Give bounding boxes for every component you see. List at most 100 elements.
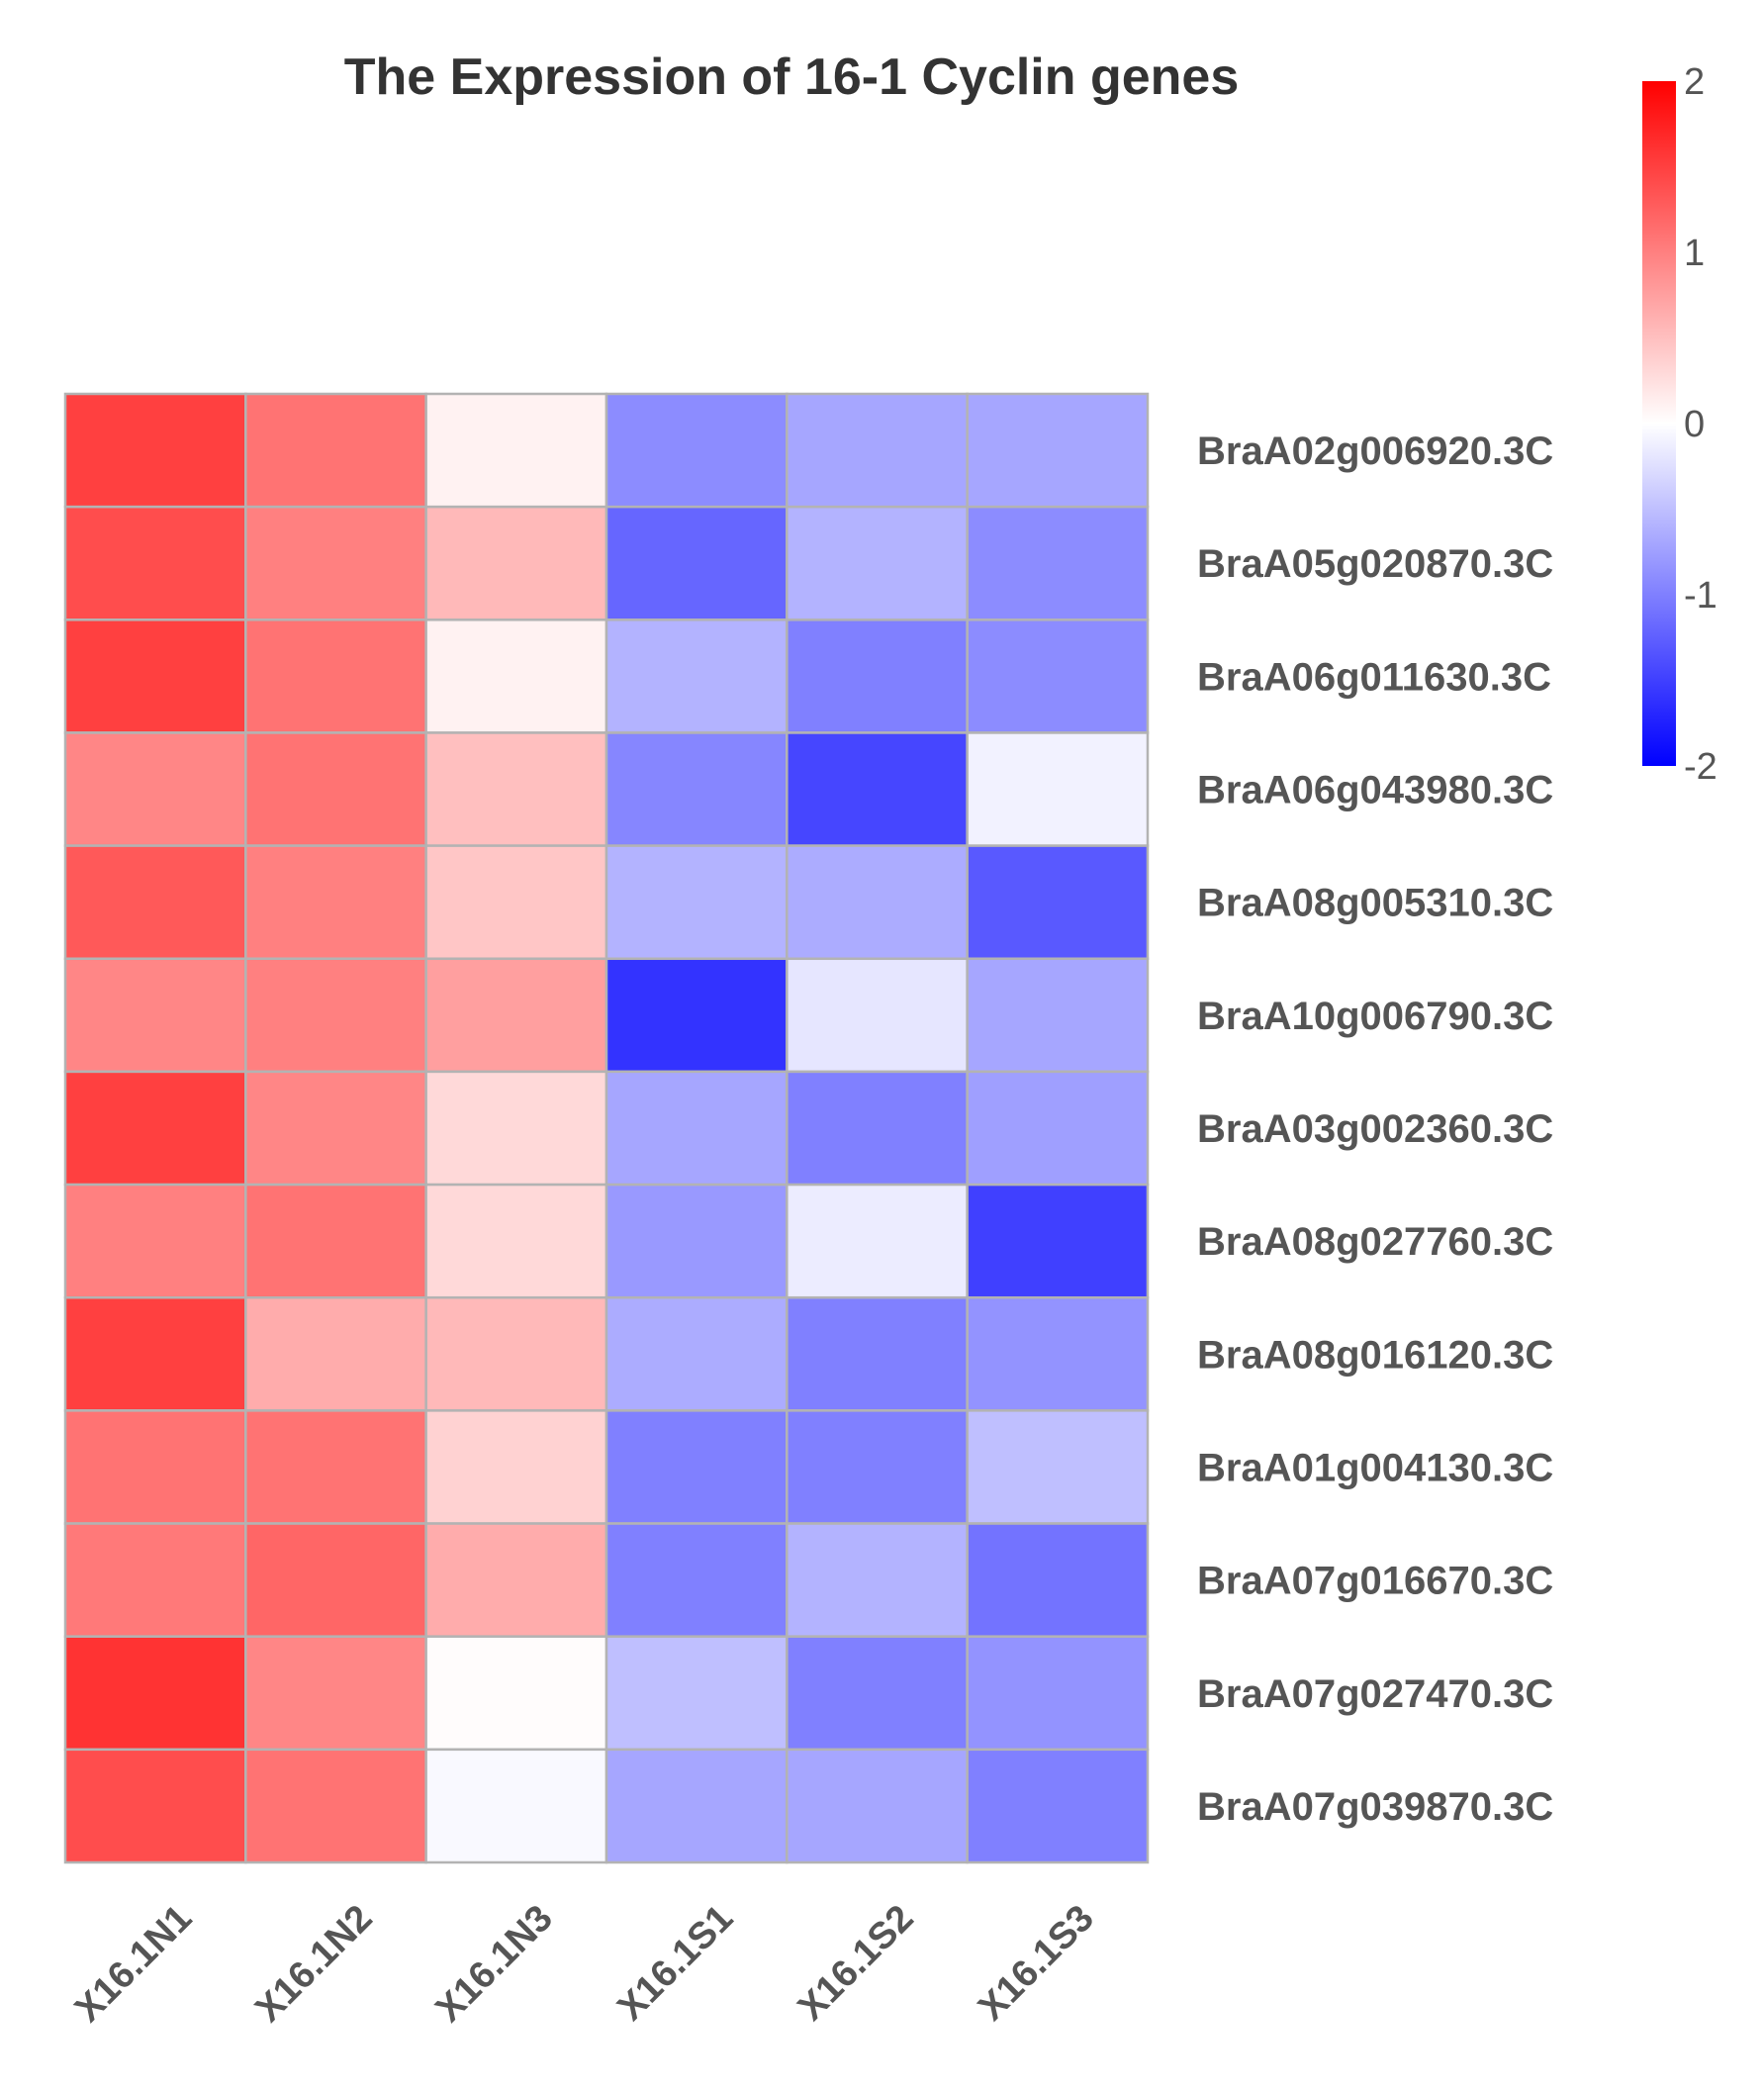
- row-label: BraA08g027760.3C: [1197, 1220, 1553, 1264]
- column-label: X16.1S3: [971, 1897, 1102, 2029]
- heatmap-cell: [966, 1183, 1150, 1299]
- heatmap-cell: [604, 957, 789, 1074]
- heatmap-cell: [786, 957, 969, 1074]
- row-label: BraA10g006790.3C: [1197, 995, 1553, 1038]
- legend-tick-label: 2: [1684, 61, 1705, 103]
- row-label: BraA03g002360.3C: [1197, 1107, 1553, 1151]
- heatmap-cell: [604, 392, 789, 509]
- heatmap-cell: [966, 844, 1150, 961]
- legend-tick-label: -2: [1684, 746, 1718, 788]
- heatmap-cell: [244, 731, 427, 847]
- heatmap-cell: [244, 957, 427, 1074]
- heatmap-cell: [966, 731, 1150, 847]
- heatmap-cell: [424, 1409, 608, 1525]
- heatmap-cell: [424, 844, 608, 961]
- heatmap-cell: [966, 505, 1150, 621]
- legend-tick-label: -1: [1684, 575, 1718, 617]
- heatmap-cell: [604, 1295, 789, 1412]
- heatmap-cell: [966, 392, 1150, 509]
- heatmap-cell: [424, 505, 608, 621]
- column-label: X16.1S2: [790, 1897, 922, 2029]
- heatmap-cell: [604, 1183, 789, 1299]
- heatmap-cell: [966, 1635, 1150, 1752]
- heatmap-cell: [604, 1748, 789, 1864]
- row-label: BraA08g016120.3C: [1197, 1333, 1553, 1377]
- heatmap-cell: [244, 392, 427, 509]
- row-label: BraA02g006920.3C: [1197, 429, 1553, 473]
- row-label: BraA06g011630.3C: [1197, 655, 1551, 699]
- heatmap-cell: [63, 619, 247, 734]
- heatmap-cell: [424, 1522, 608, 1638]
- heatmap-cell: [786, 1070, 969, 1187]
- row-label: BraA07g027470.3C: [1197, 1672, 1553, 1716]
- heatmap-cell: [63, 1635, 247, 1752]
- heatmap-cell: [786, 1409, 969, 1525]
- heatmap-cell: [786, 619, 969, 734]
- heatmap-cell: [604, 1522, 789, 1638]
- heatmap-cell: [604, 844, 789, 961]
- heatmap-cell: [424, 1748, 608, 1864]
- heatmap-cell: [604, 1070, 789, 1187]
- row-label: BraA08g005310.3C: [1197, 882, 1553, 925]
- heatmap-cell: [966, 957, 1150, 1074]
- row-labels: BraA02g006920.3C BraA05g020870.3C BraA06g0…: [1197, 429, 1553, 1829]
- heatmap-cell: [244, 619, 427, 734]
- heatmap-cell: [63, 1295, 247, 1412]
- column-label: X16.1N2: [247, 1897, 380, 2030]
- row-label: BraA06g043980.3C: [1197, 769, 1553, 812]
- heatmap-cell: [63, 1748, 247, 1864]
- heatmap-cell: [63, 1522, 247, 1638]
- legend-color-bar: [1642, 81, 1676, 766]
- heatmap-cell: [786, 1183, 969, 1299]
- heatmap-cell: [244, 1183, 427, 1299]
- heatmap-cell: [966, 1409, 1150, 1525]
- heatmap-cell: [424, 731, 608, 847]
- heatmap-cell: [786, 1748, 969, 1864]
- heatmap-cell: [966, 619, 1150, 734]
- heatmap-cell: [966, 1748, 1150, 1864]
- heatmap-cell: [63, 1409, 247, 1525]
- heatmap-cell: [786, 392, 969, 509]
- heatmap-cell: [966, 1522, 1150, 1638]
- chart-title: The Expression of 16-1 Cyclin genes: [344, 48, 1240, 106]
- heatmap-cell: [604, 1409, 789, 1525]
- heatmap-cell: [966, 1295, 1150, 1412]
- column-label: X16.1N1: [67, 1897, 200, 2030]
- heatmap-cell: [244, 1295, 427, 1412]
- heatmap-cell: [424, 392, 608, 509]
- heatmap-cell: [966, 1070, 1150, 1187]
- heatmap-cell: [244, 1409, 427, 1525]
- heatmap-cell: [604, 731, 789, 847]
- heatmap-cell: [424, 957, 608, 1074]
- heatmap-cell: [604, 505, 789, 621]
- heatmap-cell: [63, 505, 247, 621]
- row-label: BraA07g016670.3C: [1197, 1560, 1553, 1603]
- heatmap-cell: [63, 844, 247, 961]
- heatmap-cell: [63, 1183, 247, 1299]
- heatmap-cell: [244, 1635, 427, 1752]
- heatmap-cell: [424, 1295, 608, 1412]
- heatmap-cell: [786, 1295, 969, 1412]
- row-label: BraA07g039870.3C: [1197, 1785, 1553, 1829]
- column-label: X16.1S1: [609, 1897, 741, 2029]
- heatmap-cell: [786, 844, 969, 961]
- legend-tick-label: 0: [1684, 404, 1705, 445]
- heatmap-cell: [244, 844, 427, 961]
- heatmap-cell: [244, 1748, 427, 1864]
- legend-tick-label: 1: [1684, 233, 1705, 274]
- color-legend: 2 1 0 -1 -2: [1642, 61, 1718, 788]
- heatmap-cell: [244, 1522, 427, 1638]
- heatmap-cell: [424, 1070, 608, 1187]
- heatmap-cell: [786, 1635, 969, 1752]
- heatmap-cell: [63, 392, 247, 509]
- heatmap-cells: [63, 392, 1150, 1864]
- heatmap-cell: [424, 619, 608, 734]
- row-label: BraA05g020870.3C: [1197, 542, 1553, 586]
- heatmap-cell: [786, 505, 969, 621]
- row-label: BraA01g004130.3C: [1197, 1446, 1553, 1489]
- heatmap-cell: [244, 505, 427, 621]
- heatmap-cell: [63, 731, 247, 847]
- heatmap-cell: [604, 619, 789, 734]
- heatmap-cell: [63, 957, 247, 1074]
